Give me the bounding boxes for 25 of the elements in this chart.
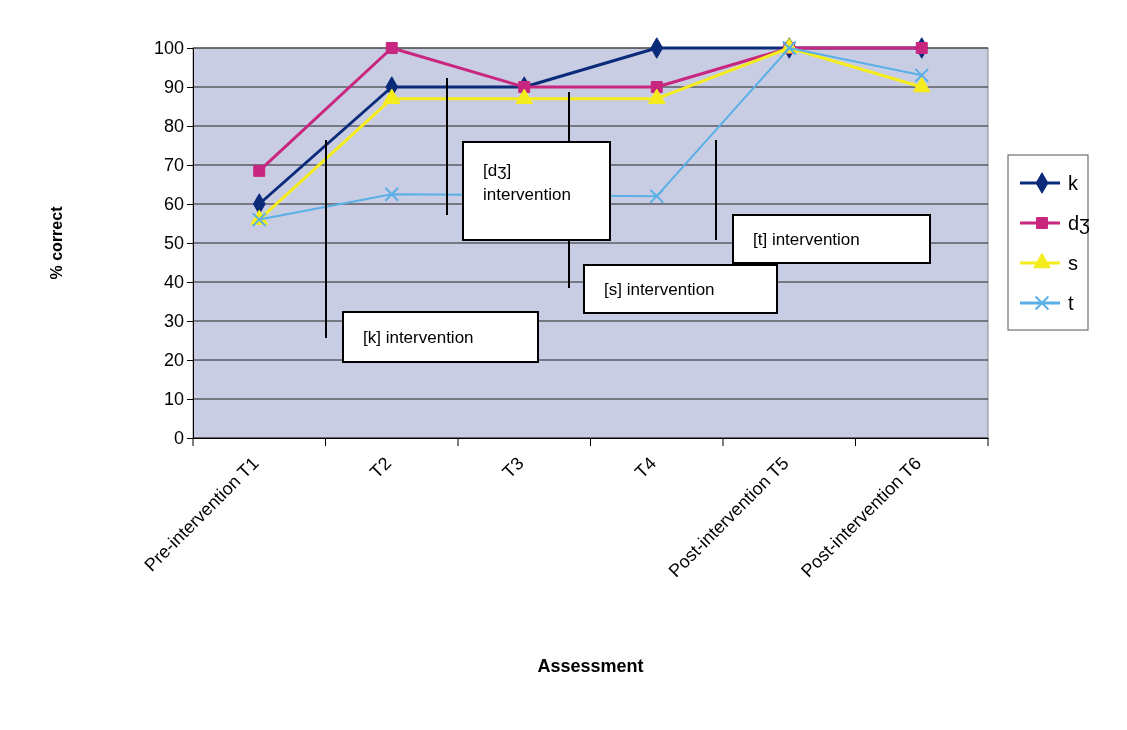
y-tick-label: 50 xyxy=(163,233,184,254)
x-tick-label: T2 xyxy=(366,453,396,483)
y-tick-label: 30 xyxy=(163,311,184,332)
y-tick-label: 40 xyxy=(163,272,184,293)
legend-label: s xyxy=(1068,252,1078,274)
y-axis-title: % correct xyxy=(48,205,65,280)
x-axis-title: Assessment xyxy=(537,656,644,676)
y-tick-label: 70 xyxy=(163,155,184,176)
y-tick-label: 100 xyxy=(153,38,184,59)
y-tick-label: 20 xyxy=(163,350,184,371)
x-tick-label: T4 xyxy=(631,453,661,483)
legend-label: dʒ xyxy=(1068,212,1091,234)
annotation: [dʒ] intervention xyxy=(483,161,571,204)
annotation: [t] intervention xyxy=(753,230,860,249)
annotation: [k] intervention xyxy=(363,328,474,347)
y-tick-label: 60 xyxy=(163,194,184,215)
y-tick-label: 80 xyxy=(163,116,184,137)
legend-label: k xyxy=(1068,172,1079,194)
callout-box: [t] intervention xyxy=(715,139,931,264)
y-tick-label: 0 xyxy=(173,428,184,449)
x-tick-label: T3 xyxy=(498,453,528,483)
y-tick-label: 90 xyxy=(163,77,184,98)
legend-label: t xyxy=(1068,292,1074,314)
y-tick-label: 10 xyxy=(163,389,184,410)
annotation: [s] intervention xyxy=(604,280,715,299)
